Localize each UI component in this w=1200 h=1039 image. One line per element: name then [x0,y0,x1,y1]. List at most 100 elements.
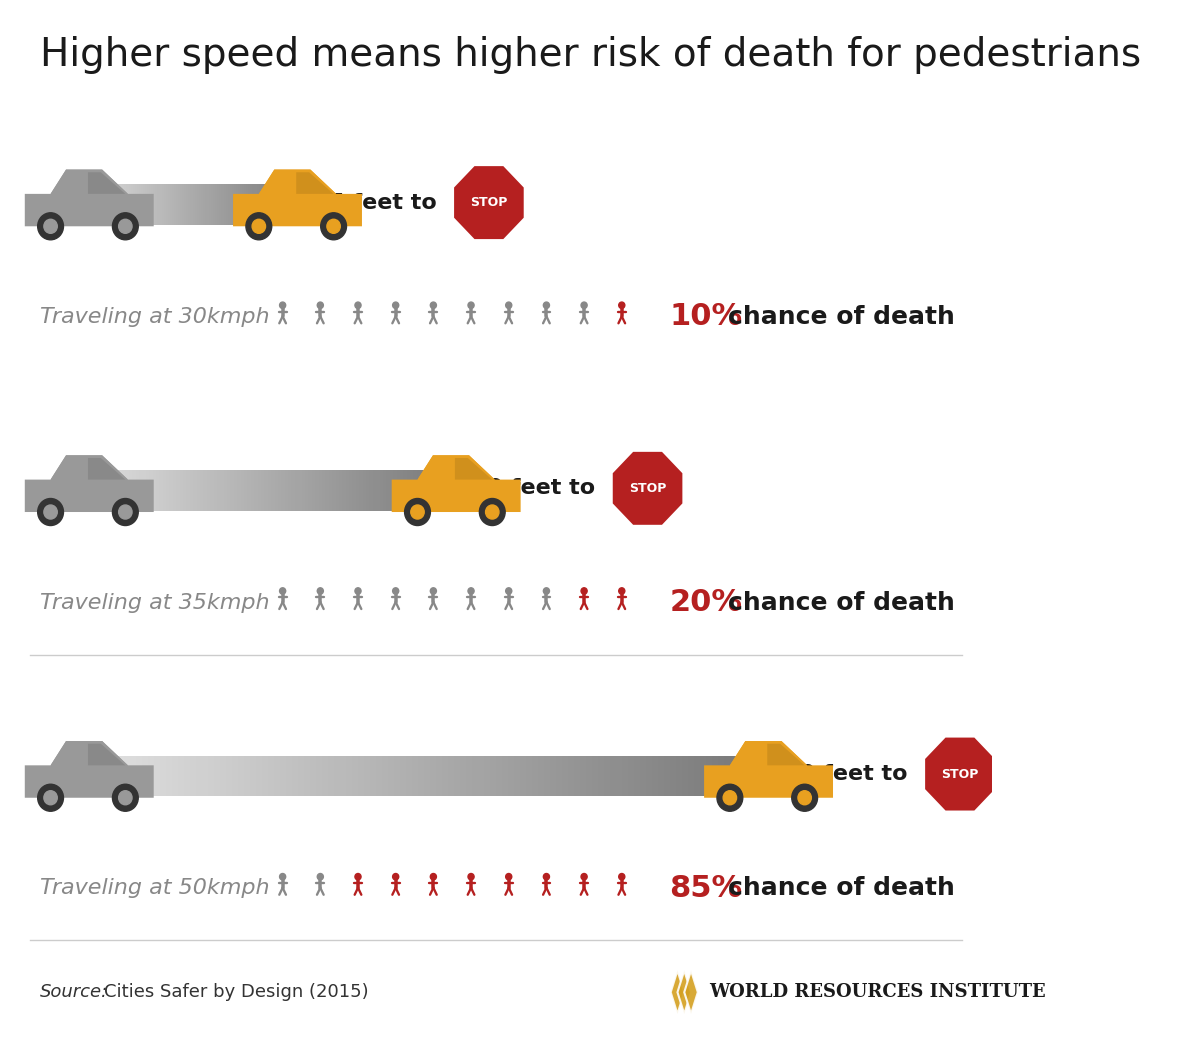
Bar [128,185,132,225]
Bar [373,470,377,510]
Bar [466,756,473,797]
Bar [664,756,671,797]
Circle shape [724,791,737,805]
Bar [228,185,230,225]
Circle shape [37,499,64,526]
Circle shape [619,588,625,594]
Bar [433,470,438,510]
Bar [359,470,364,510]
Bar [71,185,73,225]
Circle shape [798,791,811,805]
Bar [262,756,269,797]
Polygon shape [925,738,995,810]
Circle shape [544,874,550,880]
Bar [251,185,253,225]
Bar [102,470,106,510]
Bar [126,185,130,225]
Bar [79,185,82,225]
Bar [116,185,119,225]
Bar [155,185,158,225]
Bar [137,756,143,797]
Bar [478,756,485,797]
Bar [460,756,467,797]
Bar [418,756,425,797]
Bar [258,470,262,510]
Bar [302,185,305,225]
Bar [526,756,533,797]
Bar [139,185,142,225]
Bar [288,185,290,225]
Polygon shape [613,452,683,525]
Bar [85,185,88,225]
Bar [179,756,185,797]
Bar [223,470,228,510]
Bar [244,756,251,797]
Bar [182,185,185,225]
Circle shape [392,588,398,594]
Bar [266,185,270,225]
Circle shape [113,213,138,240]
Bar [420,470,425,510]
Bar [496,756,503,797]
Bar [197,756,203,797]
Circle shape [431,302,437,309]
Bar [301,470,306,510]
Bar [634,756,641,797]
Bar [83,185,86,225]
Bar [260,470,265,510]
Polygon shape [767,744,805,766]
Bar [242,185,245,225]
Bar [342,470,347,510]
Circle shape [468,588,474,594]
Bar [440,470,445,510]
Circle shape [479,499,505,526]
Text: 60 feet to: 60 feet to [472,478,595,499]
Polygon shape [25,455,154,512]
Bar [532,756,539,797]
Circle shape [505,588,511,594]
Circle shape [544,302,550,309]
Bar [125,185,127,225]
Bar [472,756,479,797]
Bar [298,756,305,797]
Bar [346,470,350,510]
Polygon shape [25,169,154,227]
Circle shape [317,302,323,309]
Circle shape [581,588,587,594]
Bar [562,756,569,797]
Bar [193,470,198,510]
Bar [400,756,407,797]
Bar [192,185,196,225]
Bar [296,185,299,225]
Polygon shape [50,741,128,766]
Bar [268,756,275,797]
Bar [94,185,96,225]
Bar [292,185,295,225]
Bar [65,756,72,797]
Bar [259,185,262,225]
Bar [265,185,268,225]
Bar [238,185,241,225]
Polygon shape [704,741,833,798]
Bar [112,470,116,510]
Polygon shape [391,455,521,512]
Bar [222,185,224,225]
Bar [136,470,140,510]
Bar [169,470,174,510]
Bar [154,185,156,225]
Bar [162,185,164,225]
Bar [68,185,72,225]
Bar [241,470,245,510]
Bar [322,470,326,510]
Bar [149,185,152,225]
Bar [658,756,665,797]
Bar [410,470,414,510]
Bar [238,470,241,510]
Bar [760,756,767,797]
Circle shape [113,499,138,526]
Bar [292,470,296,510]
Bar [442,756,449,797]
Bar [190,470,194,510]
Bar [66,185,70,225]
Bar [139,470,143,510]
